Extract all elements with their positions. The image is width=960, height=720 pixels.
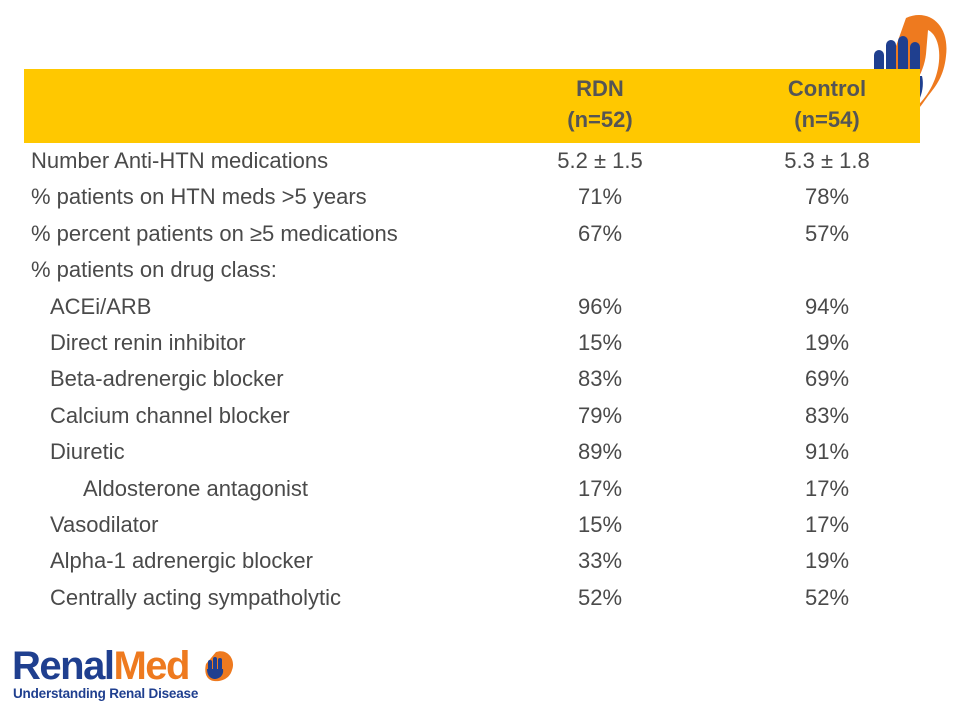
header-control: Control (n=54): [737, 73, 917, 135]
row-label: Direct renin inhibitor: [50, 329, 246, 355]
control-value: 17%: [804, 511, 850, 537]
table-header: RDN (n=52) Control (n=54): [24, 69, 920, 143]
hand-kidney-logo-icon: [205, 651, 234, 682]
table-row: Diuretic 89% 91%: [24, 434, 920, 470]
row-label: Alpha-1 adrenergic blocker: [50, 548, 313, 574]
header-control-n: (n=54): [794, 107, 860, 132]
row-label: % patients on HTN meds >5 years: [31, 184, 367, 210]
medications-table: RDN (n=52) Control (n=54) Number Anti-HT…: [24, 69, 920, 616]
rdn-value: 96%: [577, 293, 623, 319]
table-row: % patients on HTN meds >5 years 71% 78%: [24, 179, 920, 215]
control-value: 19%: [804, 548, 850, 574]
table-row: Number Anti-HTN medications 5.2 ± 1.5 5.3 …: [24, 143, 920, 179]
table-row: Direct renin inhibitor 15% 19%: [24, 325, 920, 361]
control-value: 69%: [804, 366, 850, 392]
brand-name: RenalMed: [12, 644, 190, 688]
rdn-value: 71%: [577, 184, 623, 210]
table-row: Beta-adrenergic blocker 83% 69%: [24, 361, 920, 397]
control-value: 78%: [804, 184, 850, 210]
brand-tagline: Understanding Renal Disease: [13, 686, 199, 701]
rdn-value: 15%: [577, 511, 623, 537]
rdn-value: 17%: [577, 475, 623, 501]
header-rdn-n: (n=52): [567, 107, 633, 132]
control-value: 94%: [804, 293, 850, 319]
row-label: Number Anti-HTN medications: [31, 148, 329, 173]
row-label: Calcium channel blocker: [50, 402, 290, 428]
control-value: 83%: [804, 402, 850, 428]
row-label: Vasodilator: [50, 511, 159, 537]
renalmed-logo: RenalMed Understanding Renal Disease: [12, 646, 272, 706]
control-value: 91%: [804, 439, 850, 465]
header-rdn: RDN (n=52): [510, 73, 690, 135]
brand-name-med: Med: [113, 644, 190, 688]
row-label: Centrally acting sympatholytic: [50, 584, 342, 610]
rdn-value: 83%: [577, 366, 623, 392]
control-value: 57%: [804, 220, 850, 246]
row-label: Diuretic: [50, 439, 125, 465]
control-value: 5.3 ± 1.8: [784, 148, 870, 173]
table-row: Calcium channel blocker 79% 83%: [24, 398, 920, 434]
rdn-value: 5.2 ± 1.5: [557, 148, 643, 173]
table-row: Alpha-1 adrenergic blocker 33% 19%: [24, 543, 920, 579]
table-row: Aldosterone antagonist 17% 17%: [24, 471, 920, 507]
rdn-value: 89%: [577, 439, 623, 465]
row-label: Aldosterone antagonist: [83, 475, 309, 501]
row-label: Beta-adrenergic blocker: [50, 366, 284, 392]
header-rdn-title: RDN: [576, 76, 624, 101]
rdn-value: 79%: [577, 402, 623, 428]
brand-name-renal: Renal: [12, 644, 115, 688]
control-value: 17%: [804, 475, 850, 501]
table-row: ACEi/ARB 96% 94%: [24, 289, 920, 325]
row-label: ACEi/ARB: [50, 293, 152, 319]
control-value: 52%: [804, 584, 850, 610]
rdn-value: 67%: [577, 220, 623, 246]
table-body: Number Anti-HTN medications 5.2 ± 1.5 5.3 …: [24, 143, 920, 616]
header-control-title: Control: [787, 76, 867, 101]
rdn-value: 15%: [577, 329, 623, 355]
row-label: % percent patients on ≥5 medications: [31, 220, 398, 246]
row-label: % patients on drug class:: [31, 257, 277, 283]
table-row: Vasodilator 15% 17%: [24, 507, 920, 543]
table-row: Centrally acting sympatholytic 52% 52%: [24, 580, 920, 616]
rdn-value: 33%: [577, 548, 623, 574]
control-value: 19%: [804, 329, 850, 355]
rdn-value: 52%: [577, 584, 623, 610]
table-row: % percent patients on ≥5 medications 67% 5…: [24, 216, 920, 252]
table-row: % patients on drug class:: [24, 252, 920, 288]
